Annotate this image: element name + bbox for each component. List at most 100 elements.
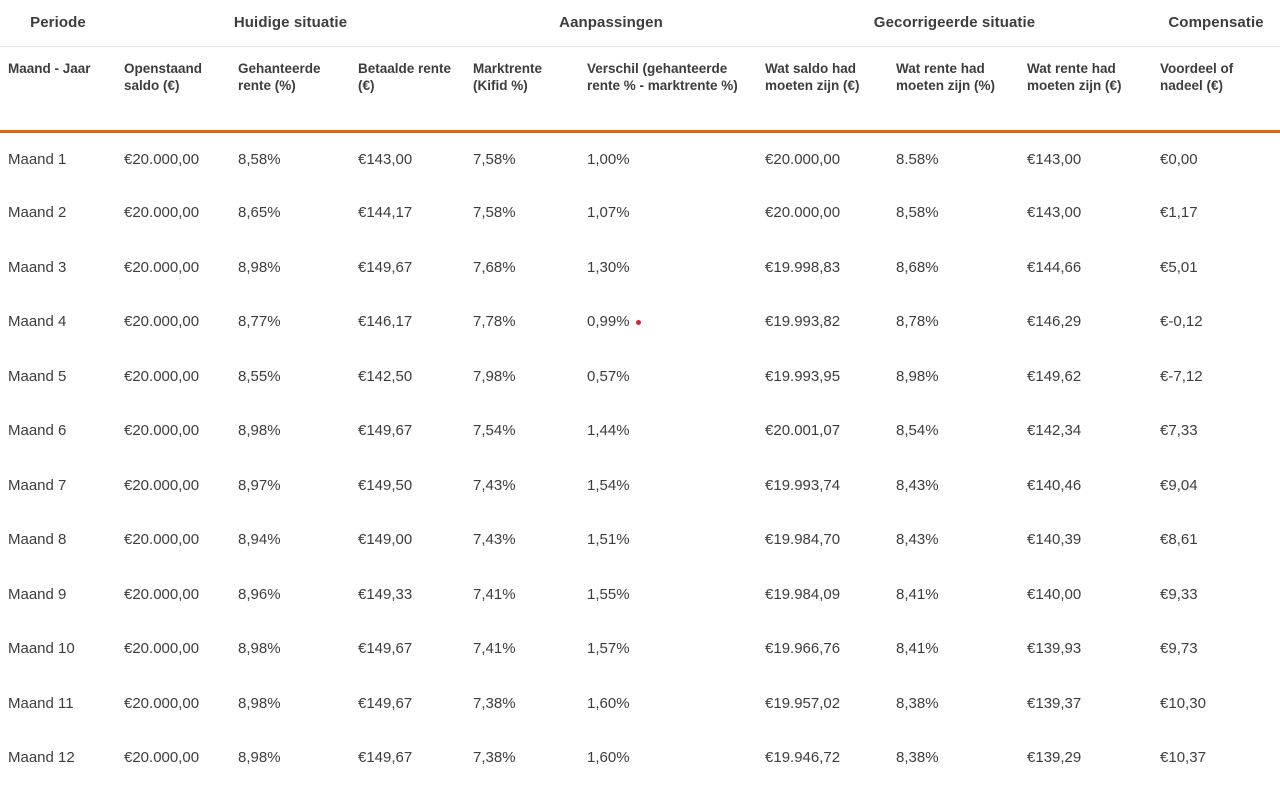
cell-value: €9,33 xyxy=(1160,585,1198,603)
table-cell: €140,00 xyxy=(1019,567,1152,622)
cell-value: Maand 6 xyxy=(8,422,67,440)
cell-value: €19.966,76 xyxy=(765,640,841,658)
cell-value: €-7,12 xyxy=(1160,367,1203,385)
table-row: Maand 10 €20.000,00 8,98% €149,67 7,41% 1,57%… xyxy=(0,622,1280,677)
cell-value: 7,98% xyxy=(473,367,516,385)
table-cell: €9,33 xyxy=(1152,567,1280,622)
cell-value: €143,00 xyxy=(1027,204,1082,222)
table-cell: Maand 12 xyxy=(0,731,116,785)
table-cell: 7,68% xyxy=(465,240,579,295)
table-cell: 8,58% xyxy=(888,186,1019,241)
table-cell: €19.993,95 xyxy=(757,349,888,404)
cell-value: 7,38% xyxy=(473,694,516,712)
cell-value: 7,43% xyxy=(473,476,516,494)
table-cell: 7,78% xyxy=(465,295,579,350)
table-cell: €149,67 xyxy=(350,240,465,295)
cell-value: 8,96% xyxy=(238,585,281,603)
cell-value: €7,33 xyxy=(1160,422,1198,440)
table-row: Maand 8 €20.000,00 8,94% €149,00 7,43% 1,51% €… xyxy=(0,513,1280,568)
table-cell: €19.946,72 xyxy=(757,731,888,785)
table-cell: €19.984,09 xyxy=(757,567,888,622)
table-cell: 8,41% xyxy=(888,567,1019,622)
cell-value: €146,29 xyxy=(1027,313,1082,331)
cell-value: Maand 1 xyxy=(8,150,67,168)
table-cell: 1,60% xyxy=(579,676,757,731)
cell-value: €139,93 xyxy=(1027,640,1082,658)
table-cell: 8,77% xyxy=(230,295,350,350)
table-cell: €140,46 xyxy=(1019,458,1152,513)
table-cell: 8,97% xyxy=(230,458,350,513)
table-cell: €0,00 xyxy=(1152,131,1280,186)
cell-value: €10,37 xyxy=(1160,749,1206,767)
table-cell: €9,04 xyxy=(1152,458,1280,513)
column-header-row: Maand - Jaar Openstaand saldo (€) Gehantee… xyxy=(0,46,1280,133)
table-cell: Maand 3 xyxy=(0,240,116,295)
cell-value: €140,39 xyxy=(1027,531,1082,549)
cell-value: €20.000,00 xyxy=(765,150,841,168)
cell-value: 8,94% xyxy=(238,531,281,549)
cell-value: 8,77% xyxy=(238,313,281,331)
red-dot-marker xyxy=(635,320,641,326)
cell-value: 8,68% xyxy=(896,258,939,276)
table-cell: €19.998,83 xyxy=(757,240,888,295)
cell-value: 8,58% xyxy=(238,150,281,168)
table-row: Maand 5 €20.000,00 8,55% €142,50 7,98% 0,57% €… xyxy=(0,349,1280,404)
table-cell: €149,67 xyxy=(350,622,465,677)
table-cell: 8,78% xyxy=(888,295,1019,350)
table-cell: 8,38% xyxy=(888,731,1019,785)
table-cell: €142,50 xyxy=(350,349,465,404)
cell-value: 1,00% xyxy=(587,150,630,168)
table-cell: Maand 10 xyxy=(0,622,116,677)
table-cell: 7,43% xyxy=(465,513,579,568)
cell-value: 7,68% xyxy=(473,258,516,276)
table-cell: €146,17 xyxy=(350,295,465,350)
table-row: Maand 6 €20.000,00 8,98% €149,67 7,54% 1,44% €… xyxy=(0,404,1280,459)
cell-value: Maand 11 xyxy=(8,694,74,712)
table-cell: 7,41% xyxy=(465,567,579,622)
table-cell: 8,41% xyxy=(888,622,1019,677)
cell-value: 7,58% xyxy=(473,150,516,168)
cell-value: €149,67 xyxy=(358,258,413,276)
table-cell: €20.000,00 xyxy=(116,131,230,186)
table-cell: €139,93 xyxy=(1019,622,1152,677)
cell-value: 8,43% xyxy=(896,476,939,494)
cell-value: €20.000,00 xyxy=(124,749,200,767)
table-cell: €19.984,70 xyxy=(757,513,888,568)
cell-value: 7,41% xyxy=(473,640,516,658)
cell-value: Maand 10 xyxy=(8,640,75,658)
table-cell: €144,17 xyxy=(350,186,465,241)
cell-value: €9,04 xyxy=(1160,476,1198,494)
group-header-0: Periode xyxy=(0,0,116,47)
cell-value: €19.984,09 xyxy=(765,585,841,603)
cell-value: Maand 4 xyxy=(8,313,67,331)
table-cell: 8,98% xyxy=(230,676,350,731)
cell-value: 7,38% xyxy=(473,749,516,767)
cell-value: 8,98% xyxy=(238,258,281,276)
cell-value: €140,46 xyxy=(1027,476,1082,494)
table-cell: Maand 8 xyxy=(0,513,116,568)
table-cell: 8,96% xyxy=(230,567,350,622)
cell-value: 7,43% xyxy=(473,531,516,549)
table-cell: €140,39 xyxy=(1019,513,1152,568)
table-cell: €-0,12 xyxy=(1152,295,1280,350)
cell-value: 1,60% xyxy=(587,694,630,712)
table-row: Maand 1 €20.000,00 8,58% €143,00 7,58% 1,00% €… xyxy=(0,131,1280,186)
table-cell: €20.000,00 xyxy=(116,240,230,295)
table-cell: 7,54% xyxy=(465,404,579,459)
cell-value: €149,67 xyxy=(358,422,413,440)
table-cell: €149,33 xyxy=(350,567,465,622)
cell-value: 8,98% xyxy=(238,640,281,658)
cell-value: €20.000,00 xyxy=(124,367,200,385)
table-row: Maand 12 €20.000,00 8,98% €149,67 7,38% 1,60%… xyxy=(0,731,1280,785)
table-cell: 8,98% xyxy=(888,349,1019,404)
table-cell: €20.000,00 xyxy=(116,676,230,731)
cell-value: €20.000,00 xyxy=(124,694,200,712)
cell-value: 1,44% xyxy=(587,422,630,440)
table-cell: 7,38% xyxy=(465,731,579,785)
table-cell: 1,00% xyxy=(579,131,757,186)
table-cell: Maand 11 xyxy=(0,676,116,731)
cell-value: 0,57% xyxy=(587,367,630,385)
cell-value: €149,67 xyxy=(358,640,413,658)
